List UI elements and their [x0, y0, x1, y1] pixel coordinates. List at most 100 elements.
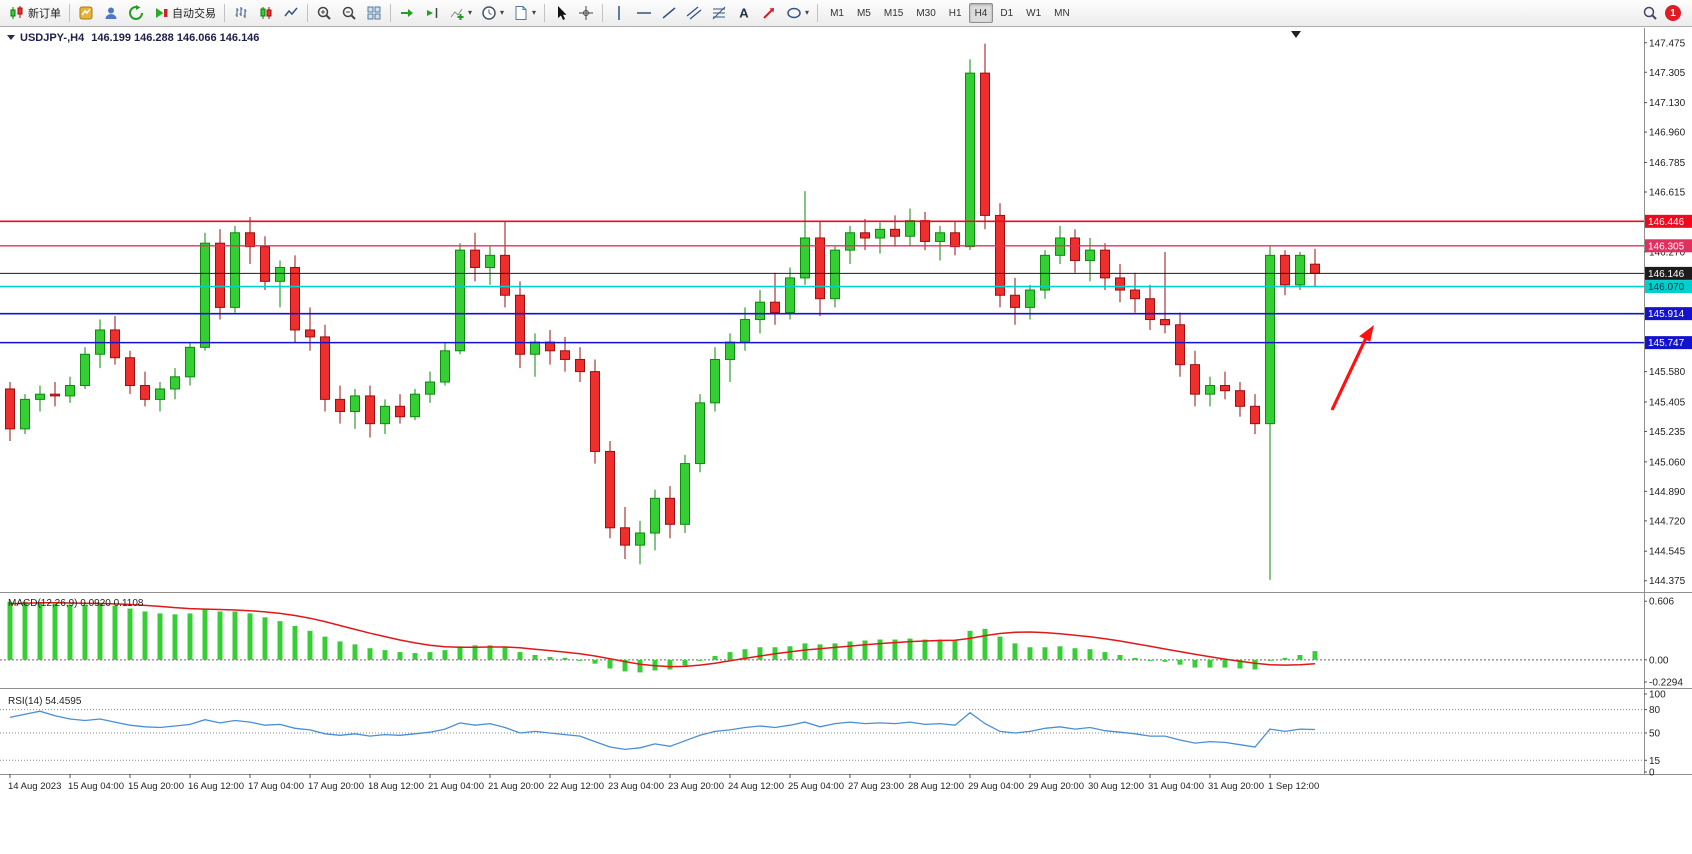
trendline-button[interactable] [657, 2, 681, 24]
macd-bar [547, 656, 553, 660]
macd-bar [982, 628, 988, 660]
macd-bar [1147, 659, 1153, 661]
time-tick-label: 23 Aug 20:00 [668, 781, 724, 792]
macd-bar [337, 641, 343, 660]
text-tool-button[interactable]: A [732, 2, 756, 24]
macd-bar [862, 640, 868, 660]
horizontal-lines[interactable]: 146.446 146.305 146.146 146.070 145.914 145.7… [0, 214, 1692, 350]
macd-bar [1252, 659, 1258, 670]
arrows-tool-button[interactable] [757, 2, 781, 24]
timeframe-button-M30[interactable]: M30 [910, 3, 941, 23]
refresh-button[interactable] [124, 2, 148, 24]
chart-shift-button[interactable] [420, 2, 444, 24]
chart-ohlc-values: 146.199 146.288 146.066 146.146 [91, 32, 259, 44]
timeframe-button-W1[interactable]: W1 [1020, 3, 1047, 23]
timeframe-button-H4[interactable]: H4 [968, 3, 994, 23]
profiles-button[interactable] [99, 2, 123, 24]
channel-button[interactable] [682, 2, 706, 24]
zoom-in-icon [317, 6, 331, 20]
macd-bar [1012, 643, 1018, 660]
macd-bar [457, 646, 463, 660]
macd-bar [187, 613, 193, 660]
new-order-label: 新订单 [28, 8, 61, 20]
macd-bar [937, 639, 943, 660]
macd-bar [922, 639, 928, 660]
price-tag-text: 146.146 [1648, 269, 1685, 280]
macd-bar [67, 604, 73, 660]
macd-bar [322, 636, 328, 660]
timeframe-button-M15[interactable]: M15 [878, 3, 909, 23]
vertical-line-button[interactable] [607, 2, 631, 24]
fibonacci-button[interactable] [707, 2, 731, 24]
macd-bar [1297, 654, 1303, 660]
indicators-button[interactable]: ▾ [445, 2, 476, 24]
chevron-down-icon: ▾ [532, 8, 537, 17]
price-tag-146.070 [1645, 280, 1692, 294]
chart-shift-marker[interactable] [1291, 31, 1301, 38]
periods-button[interactable]: ▾ [477, 2, 508, 24]
time-tick-label: 29 Aug 20:00 [1028, 781, 1084, 792]
macd-bar [592, 659, 598, 664]
macd-bar [1132, 657, 1138, 660]
macd-bar [697, 659, 703, 661]
horizontal-line-button[interactable] [632, 2, 656, 24]
bar-chart-button[interactable] [229, 2, 253, 24]
rsi-label: RSI(14) 54.4595 [8, 696, 82, 707]
timeframe-button-M1[interactable]: M1 [824, 3, 850, 23]
chart-window[interactable]: 147.475 147.305 147.130 146.960 146.785 146.6… [0, 28, 1692, 854]
zoom-in-button[interactable] [312, 2, 336, 24]
vertical-line-icon [618, 6, 620, 20]
templates-button[interactable]: ▾ [509, 2, 540, 24]
auto-trading-button[interactable]: 自动交易 [149, 2, 220, 24]
notifications-badge[interactable]: 1 [1665, 5, 1681, 21]
cursor-button[interactable] [549, 2, 573, 24]
annotation-arrow[interactable] [1330, 325, 1374, 411]
macd-bar [802, 643, 808, 660]
macd-bar [517, 652, 523, 660]
macd-bar [37, 602, 43, 660]
crosshair-button[interactable] [574, 2, 598, 24]
timeframe-button-H1[interactable]: H1 [943, 3, 968, 23]
auto-scroll-button[interactable] [395, 2, 419, 24]
new-chart-button[interactable] [74, 2, 98, 24]
candlestick-chart-icon [260, 7, 272, 19]
timeframe-button-MN[interactable]: MN [1048, 3, 1076, 23]
price-tag-146.305 [1645, 239, 1692, 253]
chevron-down-icon: ▾ [468, 8, 473, 17]
macd-bar [1237, 659, 1243, 669]
time-axis[interactable]: 14 Aug 2023 15 Aug 04:00 15 Aug 20:00 16 Au… [8, 774, 1319, 792]
search-button[interactable] [1638, 2, 1662, 24]
candlestick-chart-button[interactable] [254, 2, 278, 24]
price-axis[interactable]: 147.475 147.305 147.130 146.960 146.785 146.6… [1644, 38, 1686, 587]
timeframe-button-D1[interactable]: D1 [994, 3, 1019, 23]
macd-bar [22, 601, 28, 660]
price-tag-text: 145.747 [1648, 338, 1685, 349]
shapes-button[interactable]: ▾ [782, 2, 813, 24]
time-tick-label: 15 Aug 20:00 [128, 781, 184, 792]
refresh-icon [129, 5, 143, 20]
macd-bar [442, 650, 448, 660]
macd-bar [472, 645, 478, 660]
time-tick-label: 16 Aug 12:00 [188, 781, 244, 792]
macd-bar [1057, 646, 1063, 660]
line-chart-button[interactable] [279, 2, 303, 24]
time-tick-label: 25 Aug 04:00 [788, 781, 844, 792]
crosshair-icon [579, 6, 594, 20]
bar-chart-icon [235, 7, 247, 18]
time-tick-label: 31 Aug 20:00 [1208, 781, 1264, 792]
symbol-dropdown-icon[interactable] [7, 35, 15, 40]
chart-canvas[interactable]: 147.475 147.305 147.130 146.960 146.785 146.6… [0, 28, 1692, 854]
price-tag-text: 146.446 [1648, 217, 1685, 228]
new-order-button[interactable]: 新订单 [5, 2, 65, 24]
rsi-scale-label: 0 [1649, 768, 1655, 779]
toolbar-separator [69, 4, 70, 22]
time-tick-label: 17 Aug 04:00 [248, 781, 304, 792]
macd-bar [607, 659, 613, 669]
timeframe-button-M5[interactable]: M5 [851, 3, 877, 23]
zoom-out-button[interactable] [337, 2, 361, 24]
macd-bar [892, 639, 898, 660]
time-tick-label: 30 Aug 12:00 [1088, 781, 1144, 792]
time-tick-label: 29 Aug 04:00 [968, 781, 1024, 792]
tile-windows-button[interactable] [362, 2, 386, 24]
price-tick-label: 144.720 [1649, 516, 1686, 527]
